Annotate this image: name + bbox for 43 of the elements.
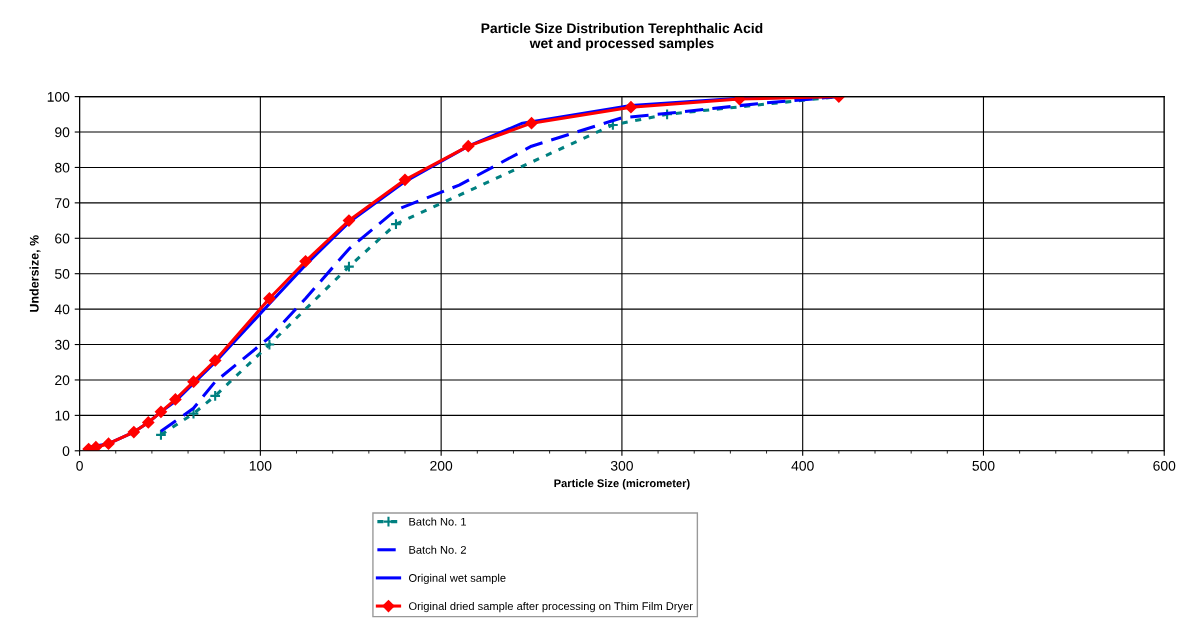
point [299,255,312,268]
legend-label: Original wet sample [409,573,506,585]
point [102,437,115,450]
point [343,214,355,227]
point [209,390,222,402]
point [525,117,538,130]
x-tick-label: 600 [1153,460,1176,471]
y-tick-label: 70 [55,198,70,209]
point [209,354,222,367]
y-tick-label: 80 [55,162,70,173]
y-tick-label: 90 [55,127,70,138]
x-tick-label: 100 [249,460,272,471]
x-tick-label: 400 [791,460,814,471]
legend-label: Original dried sample after processing on Thim Film Dryer [409,601,693,613]
chart-title: Particle Size Distribution Terephthalic Acid wet and processed samples [481,22,763,51]
y-axis-title: Undersize, % [29,235,41,312]
x-tick-label: 500 [972,460,995,471]
point [462,140,475,153]
point [154,405,167,418]
y-tick-label: 20 [55,375,70,386]
y-tick-label: 60 [55,233,70,244]
point [127,426,140,438]
y-tick-label: 100 [47,91,70,102]
x-tick-label: 300 [610,460,633,471]
point [169,393,182,406]
legend-label: Batch No. 2 [409,545,466,554]
point [142,416,155,429]
x-tick-label: 0 [76,460,83,471]
y-tick-label: 50 [54,269,70,279]
y-tick-label: 0 [62,446,70,456]
x-axis-title: Particle Size (micrometer) [554,479,690,490]
point [733,96,746,106]
point [399,173,411,186]
point [263,338,276,351]
y-tick-label: 40 [54,304,70,315]
y-tick-label: 30 [54,339,70,350]
point [625,101,637,114]
point [263,292,276,305]
y-tick-label: 10 [55,410,70,421]
legend-label: Batch No. 1 [409,517,466,526]
point [187,375,200,388]
x-tick-label: 200 [430,460,453,471]
point [343,260,355,273]
